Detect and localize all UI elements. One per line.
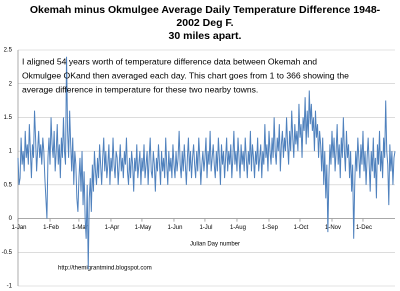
x-tick-label: 1-Dec (356, 225, 372, 231)
y-tick-label: 1 (9, 149, 13, 155)
chart-title: 2002 Deg F. (176, 17, 233, 29)
y-tick-label: -0.5 (2, 250, 13, 256)
y-tick-label: 2 (9, 81, 13, 87)
x-tick-label: 1-May (135, 225, 152, 231)
x-axis-title: Julian Day number (190, 242, 240, 248)
annotation: average difference in temperature for th… (22, 84, 258, 94)
annotation: Okmulgee OKand then averaged each day. T… (22, 70, 349, 80)
x-tick-label: 1-Jul (199, 225, 212, 231)
x-tick-label: 1-Jan (11, 225, 26, 231)
x-tick-label: 1-Oct (294, 225, 309, 231)
x-tick-label: 1-Nov (325, 225, 341, 231)
y-tick-label: -1 (7, 284, 13, 290)
x-tick-label: 1-Mar (72, 225, 88, 231)
x-tick-label: 1-Jun (167, 225, 182, 231)
x-tick-label: 1-Sep (262, 225, 279, 231)
data-line (17, 56, 396, 270)
y-tick-label: 0.5 (4, 182, 13, 188)
x-tick-label: 1-Apr (105, 225, 120, 231)
x-tick-label: 1-Feb (43, 225, 59, 231)
chart-title: Okemah minus Okmulgee Average Daily Temp… (30, 4, 381, 16)
y-tick-label: 1.5 (4, 115, 13, 121)
annotation: I aligned 54 years worth of temperature … (22, 56, 317, 66)
chart-title: 30 miles apart. (169, 30, 242, 42)
y-tick-label: 0 (9, 216, 13, 222)
y-tick-label: 2.5 (4, 48, 13, 54)
footer: http://themigrantmind.blogspot.com (58, 266, 152, 272)
x-tick-label: 1-Aug (230, 225, 246, 231)
